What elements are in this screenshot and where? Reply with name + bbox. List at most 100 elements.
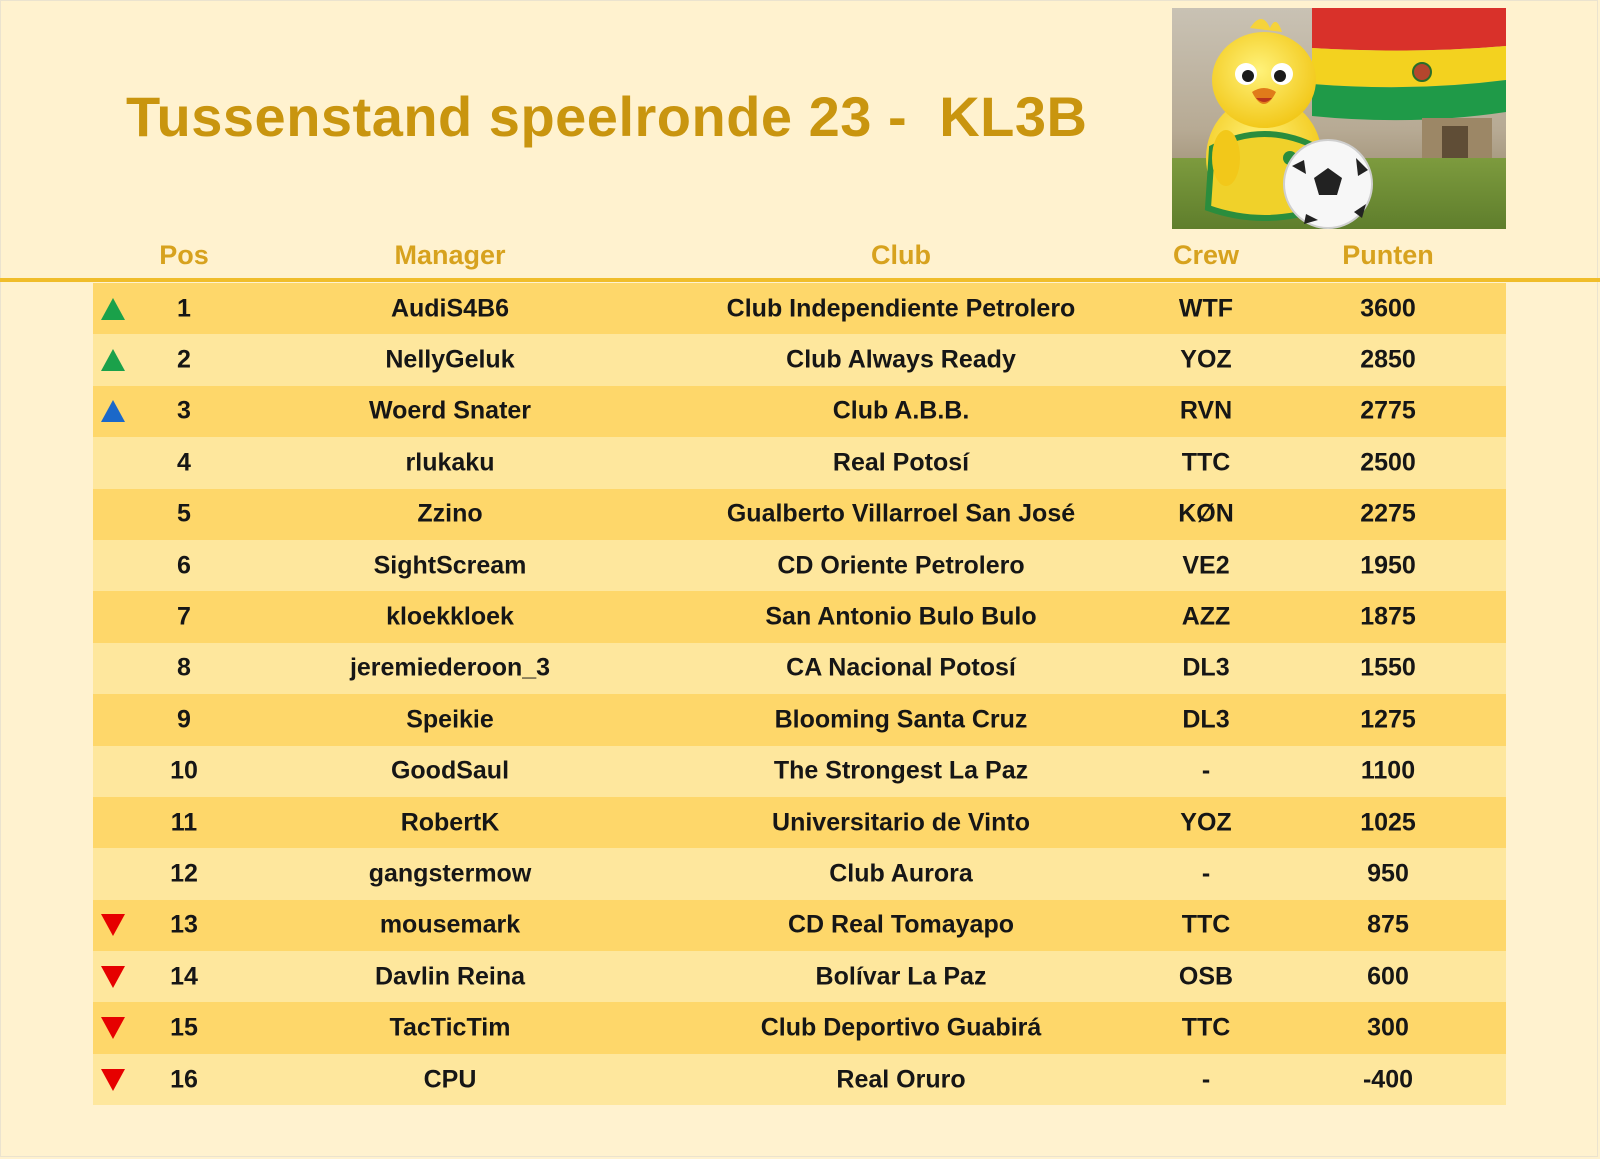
cell-crew: TTC — [1181, 910, 1231, 939]
trend-up-icon — [101, 349, 125, 372]
table-header: Pos Manager Club Crew Punten — [0, 240, 1600, 276]
cell-manager: jeremiederoon_3 — [349, 653, 551, 682]
cell-manager: SightScream — [373, 551, 527, 580]
table-row: 1 AudiS4B6 Club Independiente Petrolero WTF… — [93, 283, 1506, 335]
cell-pos: 16 — [170, 1065, 198, 1094]
cell-crew: KØN — [1178, 499, 1234, 528]
table-row: 10 GoodSaul The Strongest La Paz - 1100 — [93, 745, 1506, 797]
cell-punten: 1100 — [1360, 756, 1416, 785]
cell-punten: 300 — [1367, 1013, 1409, 1042]
cell-club: Bolívar La Paz — [815, 962, 987, 991]
cell-crew: OSB — [1178, 962, 1234, 991]
cell-crew: TTC — [1181, 1013, 1231, 1042]
cell-manager: Zzino — [417, 499, 483, 528]
cell-club: Real Oruro — [836, 1065, 966, 1094]
cell-pos: 11 — [170, 808, 198, 837]
canary-mascot-illustration — [1172, 8, 1506, 229]
standings-table: 1 AudiS4B6 Club Independiente Petrolero WTF… — [93, 283, 1506, 1106]
cell-punten: 600 — [1367, 962, 1409, 991]
cell-punten: 2775 — [1360, 396, 1416, 425]
header-punten: Punten — [1342, 240, 1434, 270]
cell-crew: - — [1201, 1065, 1211, 1094]
cell-pos: 5 — [177, 499, 191, 528]
cell-punten: -400 — [1362, 1065, 1414, 1094]
cell-manager: GoodSaul — [390, 756, 510, 785]
table-row: 9 Speikie Blooming Santa Cruz DL3 1275 — [93, 694, 1506, 746]
cell-club: Club Aurora — [829, 859, 973, 888]
cell-club: Blooming Santa Cruz — [774, 705, 1028, 734]
trend-down-icon — [101, 1068, 125, 1091]
trend-down-icon — [101, 914, 125, 937]
cell-club: Club Always Ready — [786, 345, 1016, 374]
page-title: Tussenstand speelronde 23 - KL3B — [126, 85, 1088, 148]
table-row: 12 gangstermow Club Aurora - 950 — [93, 848, 1506, 900]
trend-down-icon — [101, 965, 125, 988]
cell-crew: DL3 — [1182, 653, 1230, 682]
table-row: 5 Zzino Gualberto Villarroel San José KØN 22… — [93, 488, 1506, 540]
cell-crew: TTC — [1181, 448, 1231, 477]
cell-punten: 2275 — [1360, 499, 1416, 528]
cell-manager: mousemark — [379, 910, 521, 939]
cell-crew: YOZ — [1180, 345, 1232, 374]
cell-pos: 2 — [177, 345, 191, 374]
cell-pos: 10 — [170, 756, 198, 785]
table-row: 11 RobertK Universitario de Vinto YOZ 1025 — [93, 796, 1506, 849]
cell-punten: 875 — [1367, 910, 1409, 939]
cell-punten: 1950 — [1360, 551, 1416, 580]
cell-punten: 3600 — [1360, 294, 1416, 323]
cell-pos: 4 — [177, 448, 191, 477]
header-divider — [0, 278, 1600, 282]
cell-club: Club A.B.B. — [832, 396, 970, 425]
cell-punten: 1550 — [1360, 653, 1416, 682]
cell-manager: CPU — [423, 1065, 477, 1094]
cell-crew: - — [1201, 756, 1211, 785]
cell-club: Real Potosí — [832, 448, 970, 477]
cell-club: CD Real Tomayapo — [788, 910, 1014, 939]
table-row: 15 TacTicTim Club Deportivo Guabirá TTC 300 — [93, 1002, 1506, 1054]
trend-up-icon — [101, 400, 125, 423]
cell-crew: WTF — [1178, 294, 1234, 323]
table-row: 8 jeremiederoon_3 CA Nacional Potosí DL3 155… — [93, 642, 1506, 695]
cell-pos: 12 — [170, 859, 198, 888]
cell-manager: NellyGeluk — [385, 345, 515, 374]
table-row: 4 rlukaku Real Potosí TTC 2500 — [93, 437, 1506, 489]
cell-punten: 1875 — [1360, 602, 1416, 631]
cell-crew: YOZ — [1180, 808, 1232, 837]
table-row: 14 Davlin Reina Bolívar La Paz OSB 600 — [93, 951, 1506, 1003]
cell-club: The Strongest La Paz — [773, 756, 1029, 785]
cell-manager: RobertK — [400, 808, 500, 837]
trend-down-icon — [101, 1017, 125, 1040]
cell-punten: 2500 — [1360, 448, 1416, 477]
cell-manager: Davlin Reina — [374, 962, 526, 991]
cell-club: Club Deportivo Guabirá — [760, 1013, 1042, 1042]
cell-pos: 1 — [177, 294, 191, 323]
cell-club: San Antonio Bulo Bulo — [765, 602, 1037, 631]
cell-manager: gangstermow — [368, 859, 532, 888]
cell-pos: 14 — [170, 962, 198, 991]
cell-crew: VE2 — [1182, 551, 1230, 580]
trend-up-icon — [101, 297, 125, 320]
cell-manager: rlukaku — [405, 448, 495, 477]
cell-manager: AudiS4B6 — [390, 294, 510, 323]
header-pos: Pos — [159, 240, 209, 270]
cell-club: Gualberto Villarroel San José — [726, 499, 1076, 528]
cell-punten: 950 — [1367, 859, 1409, 888]
cell-crew: AZZ — [1181, 602, 1231, 631]
cell-manager: Speikie — [406, 705, 494, 734]
table-row: 3 Woerd Snater Club A.B.B. RVN 2775 — [93, 385, 1506, 438]
mascot-image — [1172, 8, 1506, 229]
cell-club: Universitario de Vinto — [772, 808, 1030, 837]
cell-pos: 13 — [170, 910, 198, 939]
cell-club: Club Independiente Petrolero — [726, 294, 1076, 323]
table-row: 6 SightScream CD Oriente Petrolero VE2 1950 — [93, 539, 1506, 592]
cell-pos: 9 — [177, 705, 191, 734]
header-club: Club — [871, 240, 931, 270]
cell-punten: 2850 — [1360, 345, 1416, 374]
cell-pos: 8 — [177, 653, 191, 682]
cell-crew: DL3 — [1182, 705, 1230, 734]
cell-club: CD Oriente Petrolero — [777, 551, 1025, 580]
cell-club: CA Nacional Potosí — [786, 653, 1016, 682]
cell-punten: 1275 — [1360, 705, 1416, 734]
cell-pos: 3 — [177, 396, 191, 425]
